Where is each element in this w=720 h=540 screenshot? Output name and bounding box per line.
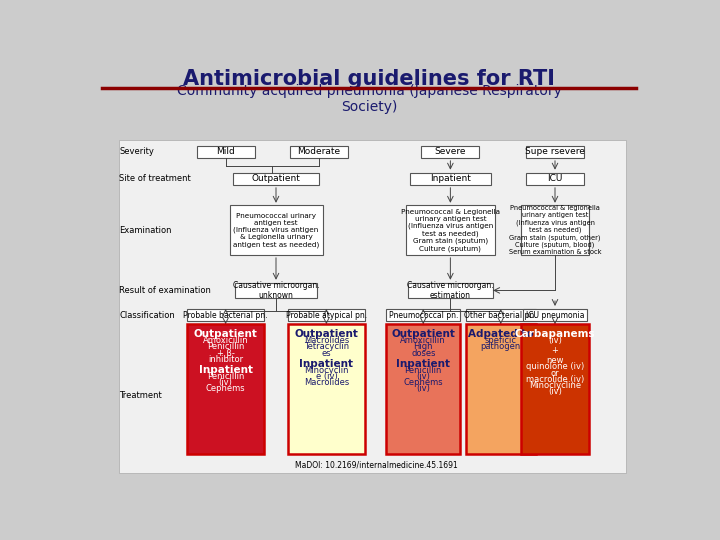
Text: Inpatient: Inpatient bbox=[300, 359, 354, 369]
Text: Mild: Mild bbox=[216, 147, 235, 156]
Text: Outpatient: Outpatient bbox=[391, 329, 455, 339]
FancyBboxPatch shape bbox=[410, 173, 491, 185]
FancyBboxPatch shape bbox=[187, 309, 264, 321]
FancyBboxPatch shape bbox=[287, 309, 365, 321]
Text: ICU pneumonia: ICU pneumonia bbox=[526, 310, 584, 320]
Text: High: High bbox=[413, 342, 433, 352]
Text: Severe: Severe bbox=[435, 147, 466, 156]
Text: ICU: ICU bbox=[547, 174, 563, 183]
Text: doses: doses bbox=[411, 348, 436, 357]
FancyBboxPatch shape bbox=[387, 325, 460, 454]
Text: Antimicrobial guidelines for RTI: Antimicrobial guidelines for RTI bbox=[183, 69, 555, 89]
FancyBboxPatch shape bbox=[287, 325, 365, 454]
Text: Inpatient: Inpatient bbox=[396, 359, 450, 369]
Text: Supe rsevere: Supe rsevere bbox=[525, 147, 585, 156]
FancyBboxPatch shape bbox=[521, 205, 589, 255]
FancyBboxPatch shape bbox=[466, 325, 536, 454]
Text: Amoxicillin: Amoxicillin bbox=[400, 336, 446, 345]
Text: Probable atypical pn.: Probable atypical pn. bbox=[286, 310, 367, 320]
Text: (iv): (iv) bbox=[416, 372, 430, 381]
Text: +: + bbox=[552, 346, 559, 355]
Text: Pneumococcal & legionella
urinary antigen test
(Influenza virus antigen
test as : Pneumococcal & legionella urinary antige… bbox=[509, 205, 601, 255]
Text: (iv): (iv) bbox=[548, 387, 562, 396]
Text: Causative microorgan.
unknown: Causative microorgan. unknown bbox=[233, 281, 319, 300]
Text: + β-: + β- bbox=[217, 348, 235, 357]
FancyBboxPatch shape bbox=[187, 325, 264, 454]
Text: Result of examination: Result of examination bbox=[120, 286, 212, 295]
Text: Classification: Classification bbox=[120, 310, 175, 320]
Text: (iv): (iv) bbox=[416, 384, 430, 393]
Text: es: es bbox=[322, 348, 331, 357]
FancyBboxPatch shape bbox=[387, 309, 460, 321]
Text: Minoclycline: Minoclycline bbox=[529, 381, 581, 390]
Text: Moderate: Moderate bbox=[297, 147, 340, 156]
Text: Pneumococcal pn.: Pneumococcal pn. bbox=[389, 310, 458, 320]
FancyBboxPatch shape bbox=[526, 146, 584, 158]
Text: Macrolides: Macrolides bbox=[304, 336, 349, 345]
FancyBboxPatch shape bbox=[230, 205, 323, 255]
FancyBboxPatch shape bbox=[235, 283, 317, 298]
FancyBboxPatch shape bbox=[233, 173, 319, 185]
FancyBboxPatch shape bbox=[523, 309, 587, 321]
Text: or: or bbox=[551, 369, 559, 377]
Text: (iv): (iv) bbox=[548, 336, 562, 345]
FancyBboxPatch shape bbox=[466, 309, 536, 321]
Text: e (iv): e (iv) bbox=[315, 372, 337, 381]
FancyBboxPatch shape bbox=[120, 140, 626, 473]
Text: Probable bacterial pn.: Probable bacterial pn. bbox=[184, 310, 268, 320]
Text: Carbapanems: Carbapanems bbox=[515, 329, 595, 339]
Text: Treatment: Treatment bbox=[120, 392, 162, 400]
FancyBboxPatch shape bbox=[289, 146, 348, 158]
Text: new: new bbox=[546, 356, 564, 365]
Text: Cephems: Cephems bbox=[403, 378, 443, 387]
Text: pathogen: pathogen bbox=[481, 342, 521, 352]
FancyBboxPatch shape bbox=[521, 325, 589, 454]
FancyBboxPatch shape bbox=[197, 146, 255, 158]
Text: Pneumococcal urinary
antigen test
(Influenza virus antigen
& Legionella urinary
: Pneumococcal urinary antigen test (Influ… bbox=[233, 213, 319, 248]
Text: speficic: speficic bbox=[485, 336, 517, 345]
Text: Community acquired pneumonia (Japanese Respiratory
Society): Community acquired pneumonia (Japanese R… bbox=[176, 84, 562, 114]
Text: Site of treatment: Site of treatment bbox=[120, 174, 192, 183]
FancyBboxPatch shape bbox=[421, 146, 480, 158]
Text: Tetracyclin: Tetracyclin bbox=[304, 342, 349, 352]
Text: Minocyclin: Minocyclin bbox=[304, 366, 348, 375]
Text: Amoxicillin: Amoxicillin bbox=[203, 336, 248, 345]
Text: Other bacterial pn.: Other bacterial pn. bbox=[464, 310, 537, 320]
Text: macrolide (iv): macrolide (iv) bbox=[526, 375, 584, 384]
Text: quinolone (iv): quinolone (iv) bbox=[526, 362, 584, 372]
Text: (iv): (iv) bbox=[219, 378, 233, 387]
FancyBboxPatch shape bbox=[408, 283, 493, 298]
Text: Examination: Examination bbox=[120, 226, 172, 235]
FancyBboxPatch shape bbox=[406, 205, 495, 255]
Text: Severity: Severity bbox=[120, 147, 154, 156]
Text: Inpatient: Inpatient bbox=[199, 364, 253, 375]
Text: Pneumococcal & Legionella
urinary antigen test
(Influenza virus antigen
test as : Pneumococcal & Legionella urinary antige… bbox=[401, 209, 500, 252]
Text: Adpated to: Adpated to bbox=[468, 329, 534, 339]
FancyBboxPatch shape bbox=[526, 173, 584, 185]
Text: inhibitor: inhibitor bbox=[208, 355, 243, 364]
Text: MaDOI: 10.2169/internalmedicine.45.1691: MaDOI: 10.2169/internalmedicine.45.1691 bbox=[295, 461, 458, 470]
Text: Penicillin: Penicillin bbox=[207, 372, 244, 381]
Text: Outpatient: Outpatient bbox=[294, 329, 359, 339]
Text: Inpatient: Inpatient bbox=[430, 174, 471, 183]
Text: Causative microorgan.
estimation: Causative microorgan. estimation bbox=[407, 281, 494, 300]
Text: Penicillin: Penicillin bbox=[405, 366, 442, 375]
Text: Cephems: Cephems bbox=[206, 384, 246, 393]
Text: Macrolides: Macrolides bbox=[304, 378, 349, 387]
Text: Penicillin: Penicillin bbox=[207, 342, 244, 352]
Text: Outpatient: Outpatient bbox=[251, 174, 300, 183]
Text: Outpatient: Outpatient bbox=[194, 329, 258, 339]
